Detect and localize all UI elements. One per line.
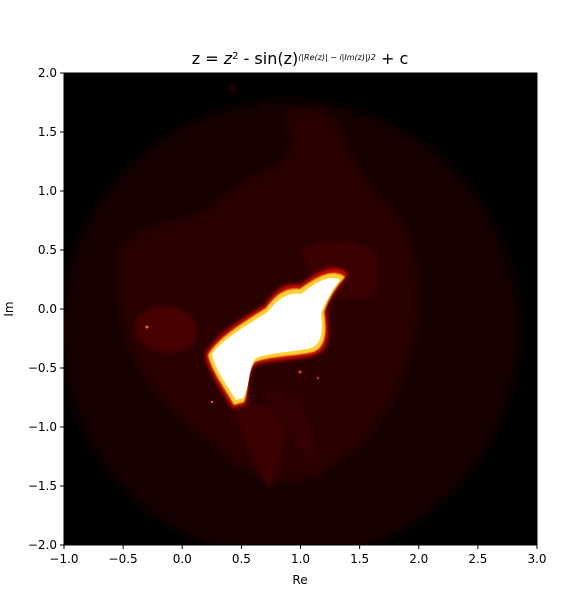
x-tick-label: −0.5: [109, 552, 138, 566]
y-tick-label: −1.0: [28, 420, 57, 434]
x-tick-label: 0.0: [173, 552, 192, 566]
x-tick-label: 0.5: [232, 552, 251, 566]
heatmap-image: [64, 73, 537, 545]
x-tick-label: 2.0: [409, 552, 428, 566]
y-axis-label: Im: [2, 301, 16, 316]
y-tick-label: −0.5: [28, 361, 57, 375]
x-tick-label: 2.5: [468, 552, 487, 566]
y-tick-label: 0.5: [38, 243, 57, 257]
y-tick-label: −1.5: [28, 479, 57, 493]
x-tick-label: −1.0: [49, 552, 78, 566]
chart-title: z = z2 - sin(z)(|Re(z)| − i|Im(z)|)2 + c: [192, 49, 409, 68]
x-tick-label: 1.5: [350, 552, 369, 566]
x-tick-label: 1.0: [291, 552, 310, 566]
y-tick-label: 0.0: [38, 302, 57, 316]
x-axis-label: Re: [292, 573, 307, 587]
x-axis: −1.0 −0.5 0.0 0.5 1.0 1.5 2.0 2.5 3.0: [49, 545, 547, 566]
x-tick-label: 3.0: [527, 552, 546, 566]
y-axis: 2.0 1.5 1.0 0.5 0.0 −0.5 −1.0 −1.5 −2.0: [28, 66, 64, 552]
y-tick-label: −2.0: [28, 538, 57, 552]
y-tick-label: 1.5: [38, 125, 57, 139]
y-tick-label: 1.0: [38, 184, 57, 198]
y-tick-label: 2.0: [38, 66, 57, 80]
